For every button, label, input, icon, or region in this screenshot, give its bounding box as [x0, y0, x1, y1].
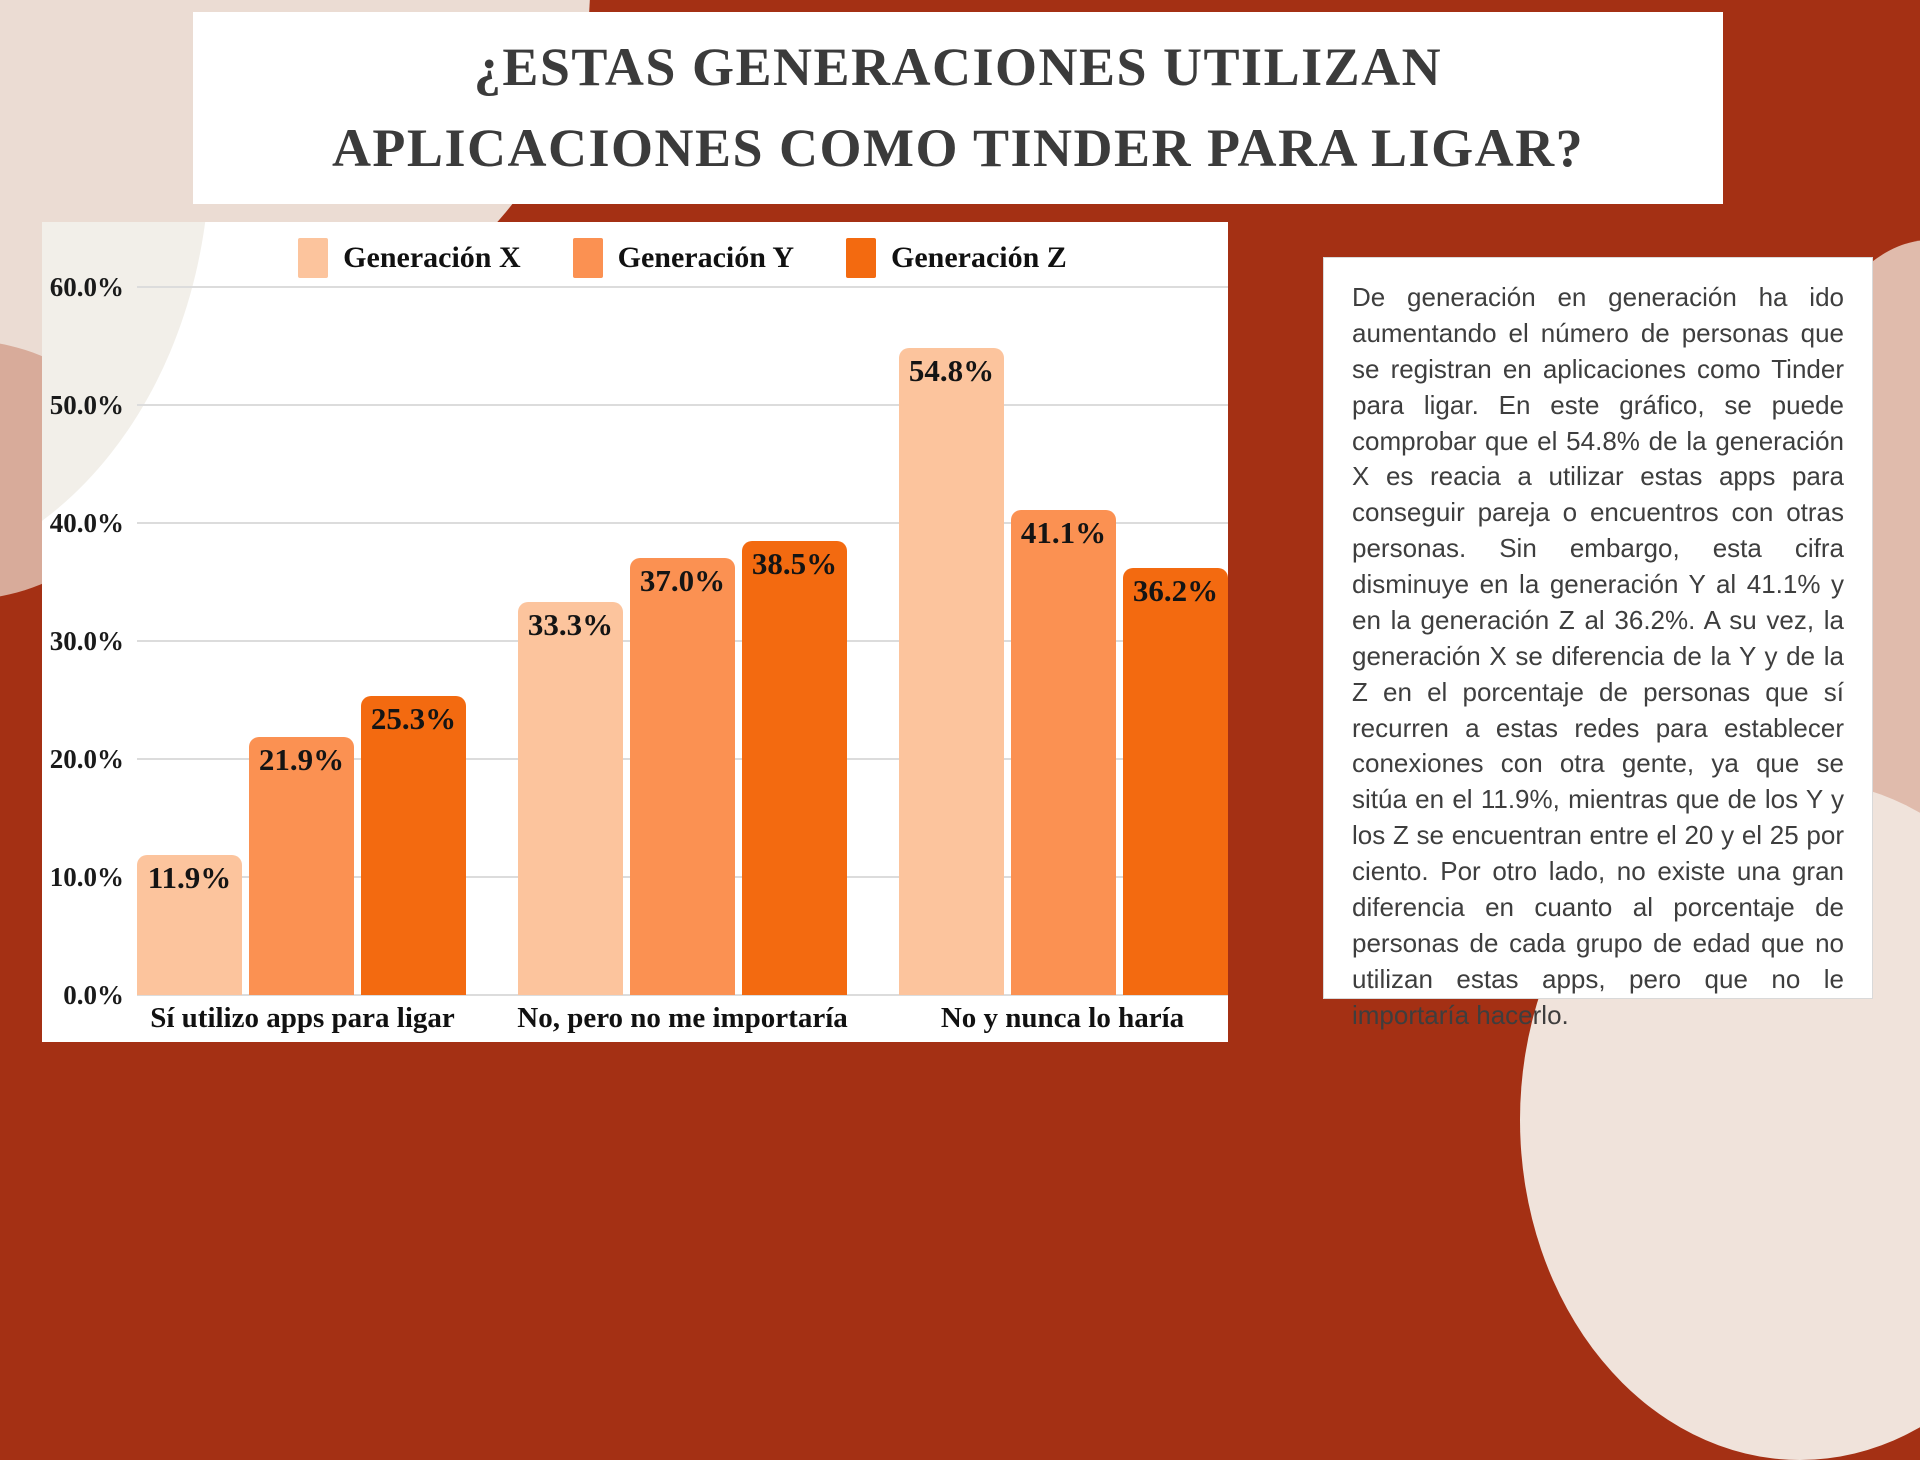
- bar-value-label: 38.5%: [751, 546, 838, 581]
- bar-value-label: 33.3%: [527, 607, 614, 642]
- x-axis-category-label: No y nunca lo haría: [940, 1002, 1185, 1035]
- legend-label: Generación Z: [891, 241, 1067, 274]
- legend-item: Generación Y: [572, 238, 794, 278]
- description-panel: De generación en generación ha ido aumen…: [1323, 257, 1873, 1030]
- gridline: [137, 404, 1228, 406]
- bar-value-label: 11.9%: [147, 860, 232, 895]
- page-title-line1: ¿ESTAS GENERACIONES UTILIZAN: [473, 37, 1443, 97]
- gridline: [137, 286, 1228, 288]
- y-axis-tick-label: 60.0%: [49, 272, 124, 302]
- y-axis-tick-label: 40.0%: [49, 508, 124, 538]
- bar-value-label: 21.9%: [258, 742, 345, 777]
- bar-value-label: 54.8%: [908, 353, 995, 388]
- page-title-line2: APLICACIONES COMO TINDER PARA LIGAR?: [331, 118, 1585, 178]
- legend-swatch: [846, 238, 876, 278]
- legend-label: Generación Y: [617, 241, 794, 274]
- bar-value-label: 36.2%: [1132, 573, 1219, 608]
- y-axis-tick-label: 10.0%: [49, 862, 124, 892]
- bar: 41.1%: [1011, 510, 1116, 995]
- legend-label: Generación X: [343, 241, 521, 274]
- legend-swatch: [572, 238, 603, 278]
- y-axis-tick-label: 30.0%: [49, 626, 124, 656]
- y-axis-tick-label: 0.0%: [63, 980, 124, 1010]
- y-axis-tick-label: 20.0%: [49, 744, 124, 774]
- bar: 38.5%: [742, 541, 847, 995]
- bar: 36.2%: [1123, 568, 1228, 995]
- legend-swatch: [298, 238, 329, 278]
- chart-panel: Generación X Generación Y Generación Z 60.…: [42, 222, 1228, 1042]
- legend-item: Generación X: [298, 238, 521, 278]
- x-axis: Sí utilizo apps para ligar No, pero no me…: [137, 995, 1228, 1042]
- bar: 25.3%: [361, 696, 466, 995]
- title-banner: ¿ESTAS GENERACIONES UTILIZAN APLICACIONE…: [193, 12, 1723, 204]
- bar-value-label: 37.0%: [639, 563, 726, 598]
- bar-value-label: 41.1%: [1020, 515, 1107, 550]
- bar: 33.3%: [518, 602, 623, 995]
- gridline: [137, 994, 1228, 996]
- bar: 54.8%: [899, 348, 1004, 995]
- description-text: De generación en generación ha ido aumen…: [1352, 282, 1844, 1030]
- bar-group: 33.3% 37.0% 38.5%: [518, 541, 847, 995]
- bar: 21.9%: [249, 737, 354, 995]
- y-axis-tick-label: 50.0%: [49, 390, 124, 420]
- x-axis-category-label: No, pero no me importaría: [517, 1002, 848, 1035]
- bar-value-label: 25.3%: [370, 701, 457, 736]
- x-axis-category-label: Sí utilizo apps para ligar: [150, 1002, 455, 1035]
- bar: 37.0%: [630, 558, 735, 995]
- plot-area: 11.9% 21.9% 25.3% 33.3% 37.0% 38.5% 54.8% 41.1%…: [137, 286, 1228, 996]
- bar-group: 54.8% 41.1% 36.2%: [899, 348, 1228, 995]
- bar: 11.9%: [137, 855, 242, 995]
- legend-item: Generación Z: [846, 238, 1067, 278]
- chart-legend: Generación X Generación Y Generación Z: [137, 232, 1228, 284]
- bar-group: 11.9% 21.9% 25.3%: [137, 696, 466, 995]
- gridline: [137, 522, 1228, 524]
